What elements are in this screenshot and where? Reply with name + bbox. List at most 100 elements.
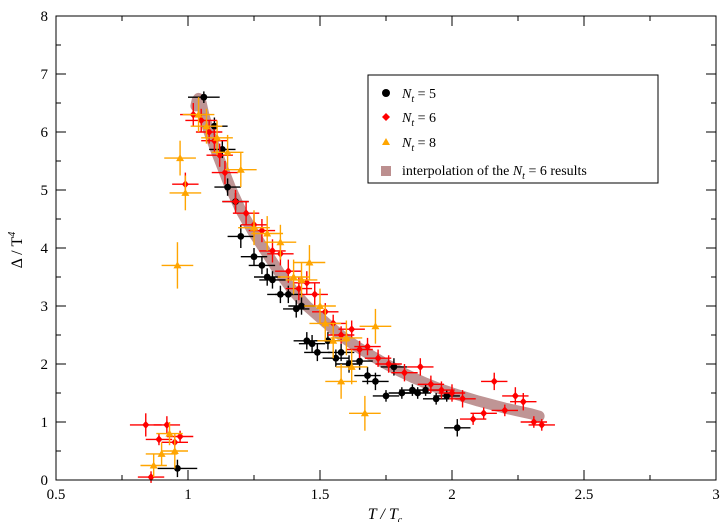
data-point xyxy=(538,420,546,429)
data-point xyxy=(221,168,229,177)
data-point xyxy=(443,392,451,400)
plot-area xyxy=(129,91,555,483)
data-point xyxy=(337,349,345,356)
data-point xyxy=(519,397,527,406)
data-point xyxy=(332,354,340,362)
y-tick-label: 5 xyxy=(41,183,49,199)
data-point xyxy=(258,226,266,235)
data-point xyxy=(347,362,356,370)
data-point xyxy=(414,389,422,397)
data-point xyxy=(427,380,435,389)
legend-box xyxy=(367,74,659,184)
data-point xyxy=(480,409,488,418)
data-point xyxy=(155,435,163,444)
data-point xyxy=(263,273,271,281)
data-point xyxy=(469,415,477,424)
data-point xyxy=(181,188,190,196)
data-point xyxy=(329,336,338,344)
data-point xyxy=(250,253,258,261)
data-point xyxy=(337,377,346,385)
data-point xyxy=(258,262,266,269)
axes: 0.5 1 1.5 2 2.5 3 0 1 2 3 4 5 6 7 8 xyxy=(41,9,720,503)
data-point xyxy=(292,305,300,313)
data-point xyxy=(297,275,306,283)
data-point xyxy=(197,116,205,125)
x-tick-label: 2.5 xyxy=(575,487,594,503)
x-tick-label: 1 xyxy=(184,487,192,503)
series-nt8 xyxy=(140,97,392,478)
legend-marker-interpolation xyxy=(381,166,391,176)
data-point xyxy=(448,389,456,397)
data-point xyxy=(223,148,232,156)
data-point xyxy=(268,246,276,255)
data-point xyxy=(224,183,232,191)
data-point xyxy=(284,291,292,298)
data-point xyxy=(308,340,316,348)
data-point xyxy=(437,386,445,395)
data-point xyxy=(313,349,321,356)
data-point xyxy=(374,354,382,363)
legend: Nt = 5 Nt = 6 Nt = 8 interpolation of th… xyxy=(367,74,659,184)
data-point xyxy=(218,146,226,153)
y-tick-label: 2 xyxy=(41,357,49,373)
data-point xyxy=(232,197,240,206)
data-point xyxy=(276,238,285,246)
data-point xyxy=(305,258,314,266)
data-point xyxy=(490,377,498,386)
data-point xyxy=(422,386,429,394)
legend-marker-nt5 xyxy=(382,89,390,97)
legend-marker-nt6 xyxy=(382,113,390,121)
data-point xyxy=(348,325,356,334)
data-point xyxy=(216,151,224,160)
data-point xyxy=(337,331,345,339)
data-point xyxy=(416,362,424,371)
y-axis-label: Δ / T4 xyxy=(7,232,26,269)
data-point xyxy=(360,409,369,417)
data-point xyxy=(170,447,179,454)
legend-label-nt5: Nt = 5 xyxy=(401,87,436,105)
data-point xyxy=(453,424,461,432)
x-tick-label: 3 xyxy=(712,487,720,503)
data-point xyxy=(400,368,408,377)
data-point xyxy=(303,278,311,287)
y-tick-label: 0 xyxy=(41,473,49,489)
data-point xyxy=(382,392,390,400)
data-point xyxy=(511,391,519,400)
data-point xyxy=(459,394,467,403)
legend-label-interpolation: interpolation of the Nt = 6 results xyxy=(402,164,587,182)
data-point xyxy=(202,122,211,130)
data-point xyxy=(371,322,380,330)
data-point xyxy=(173,261,182,269)
data-point xyxy=(342,333,351,341)
data-point xyxy=(213,133,222,141)
data-point xyxy=(263,229,272,237)
data-point xyxy=(303,337,311,345)
data-point xyxy=(356,345,364,354)
data-point xyxy=(174,465,181,472)
data-point xyxy=(385,360,393,368)
data-point xyxy=(236,165,245,173)
data-point xyxy=(432,395,440,403)
y-tick-label: 6 xyxy=(41,125,49,141)
data-point xyxy=(398,389,406,397)
legend-label-nt6: Nt = 6 xyxy=(401,111,436,129)
legend-marker-nt8 xyxy=(382,138,390,145)
data-point xyxy=(200,93,208,101)
data-point xyxy=(356,357,363,365)
data-point xyxy=(176,154,185,162)
y-tick-label: 8 xyxy=(41,9,49,25)
data-point xyxy=(165,429,174,437)
data-point xyxy=(242,209,250,218)
data-point xyxy=(237,233,245,240)
data-point xyxy=(284,267,292,276)
data-point xyxy=(149,461,158,469)
legend-label-nt8: Nt = 8 xyxy=(401,136,436,154)
data-point xyxy=(364,372,371,379)
data-point xyxy=(163,420,171,429)
y-tick-label: 1 xyxy=(41,415,49,431)
data-point xyxy=(205,128,213,136)
data-point xyxy=(295,284,303,293)
data-point xyxy=(147,473,155,482)
data-point xyxy=(311,290,319,299)
